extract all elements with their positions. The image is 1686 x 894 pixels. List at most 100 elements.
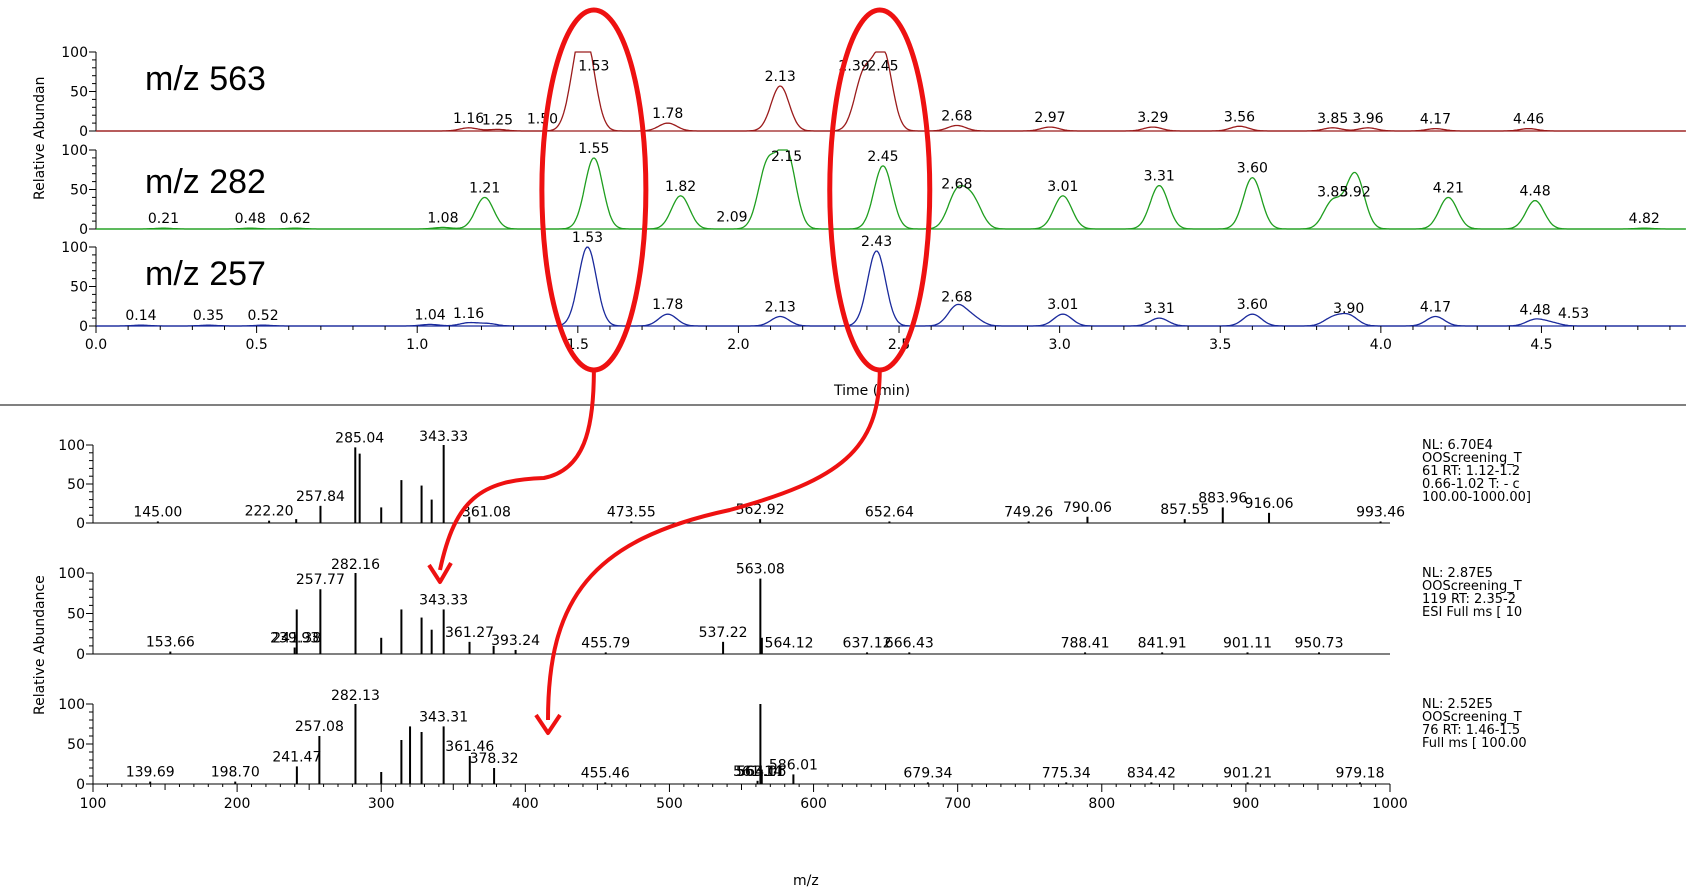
- chromatogram-563-peak-label: 3.96: [1352, 111, 1383, 127]
- ms-1-peak-label: 993.46: [1356, 504, 1405, 520]
- time-axis-tick-label: 2.0: [727, 337, 749, 353]
- ms-3-info-line: Full ms [ 100.00: [1422, 736, 1527, 751]
- ms-2-peak-label: 282.16: [331, 557, 380, 573]
- ms-3-peak-label: 257.08: [295, 719, 344, 735]
- chromatogram-257-ion-label: m/z 257: [145, 255, 266, 293]
- chromatogram-563-peak-label: 3.29: [1137, 110, 1168, 126]
- chromatogram-257-peak-label: 2.68: [941, 289, 972, 305]
- ms-3-peak-label: 241.47: [272, 749, 321, 765]
- ms-1-y-tick-label: 50: [67, 477, 85, 493]
- ms-1-peak-label: 916.06: [1245, 496, 1294, 512]
- ms-2-y-tick-label: 0: [76, 647, 85, 663]
- chromatogram-257-peak-label: 4.53: [1558, 306, 1589, 322]
- chromatogram-257-peak-label: 0.52: [247, 308, 278, 324]
- chromatogram-257-peak-label: 1.53: [572, 230, 603, 246]
- chromatogram-563-peak-label: 1.53: [578, 59, 609, 75]
- ms-1-info-line: OOScreening_T: [1422, 451, 1522, 466]
- chromatogram-282-peak-label: 0.21: [148, 211, 179, 227]
- ms-2-peak-label: 637.12: [843, 635, 892, 651]
- ms-3-peak-label: 775.34: [1042, 765, 1091, 781]
- ms-2-peak-label: 537.22: [699, 625, 748, 641]
- ms-ylabel: Relative Abundance: [32, 575, 48, 715]
- ms-3-peak-label: 378.32: [470, 751, 519, 767]
- ms-3-peak-label: 586.01: [769, 757, 818, 773]
- ms-3-y-tick-label: 50: [67, 737, 85, 753]
- chromatogram-563-peak-label: 2.68: [941, 108, 972, 124]
- ms-1-y-tick-label: 0: [76, 516, 85, 532]
- ms-2-info-line: 119 RT: 2.35-2: [1422, 592, 1516, 607]
- ms-2-peak-label: 841.91: [1138, 635, 1187, 651]
- chromatogram-563-y-tick-label: 100: [61, 45, 88, 61]
- ms-1-peak-label: 222.20: [245, 504, 294, 520]
- ms-1-peak-label: 883.96: [1198, 490, 1247, 506]
- mz-axis: 100 200 300 400 500 600 700 800 900 1000: [80, 784, 1408, 812]
- chromatogram-282-peak-label: 4.21: [1433, 180, 1464, 196]
- ms-2-peak-label: 666.43: [885, 635, 934, 651]
- chromatogram-563-peak-label: 3.56: [1224, 109, 1255, 125]
- time-axis-tick-label: 0.5: [245, 337, 267, 353]
- ms-1-info-line: 61 RT: 1.12-1.2: [1422, 464, 1520, 479]
- chromatogram-563-peak-label: 2.45: [867, 59, 898, 75]
- ms-1-info-line: 100.00-1000.00]: [1422, 490, 1531, 505]
- ms-2-peak-label: 241.38: [272, 631, 321, 647]
- ms-1-info-line: 0.66-1.02 T: - c: [1422, 477, 1520, 492]
- chromatogram-563-peak-label: 4.46: [1513, 112, 1544, 128]
- chromatogram-282-peak-label: 1.21: [469, 180, 500, 196]
- chromatogram-282-peak-label: 0.62: [280, 211, 311, 227]
- chromatogram-563-y-tick-label: 0: [79, 124, 88, 140]
- chromatogram-563-peak-label: 2.97: [1034, 110, 1065, 126]
- ms-3-y-tick-label: 100: [58, 697, 85, 713]
- chromatogram-257-peak-label: 2.13: [765, 300, 796, 316]
- ms-1-peak-label: 257.84: [296, 489, 345, 505]
- chromatogram-563-y-tick-label: 50: [70, 85, 88, 101]
- ms-3-y-tick-label: 0: [76, 777, 85, 793]
- ms-2-peak-label: 343.33: [419, 592, 468, 608]
- ms-1-info-line: NL: 6.70E4: [1422, 438, 1493, 453]
- chromatogram-282-peak-label: 3.60: [1237, 161, 1268, 177]
- ms-1-peak-label: 857.55: [1160, 502, 1209, 518]
- mz-axis-tick-label: 700: [944, 796, 971, 812]
- chromatogram-282: 0 50 100 m/z 282 0.21 0.48 0.62 1.08 1.21 1.55 1.8…: [61, 141, 1686, 238]
- ms-3-peak-label: 198.70: [211, 765, 260, 781]
- mz-axis-tick-label: 600: [800, 796, 827, 812]
- chromatogram-282-trace: [96, 149, 1686, 230]
- chromatogram-282-peak-label: 1.82: [665, 179, 696, 195]
- chromatogram-282-peak-label: 3.01: [1047, 179, 1078, 195]
- chromatogram-563-peak-label: 1.50: [527, 112, 558, 128]
- chromatogram-563-peak-label: 4.17: [1420, 112, 1451, 128]
- ms-3: 0 50 100 139.69 198.70 241.47 257.08 282.13 343.…: [58, 688, 1526, 793]
- chromatogram-282-y-tick-label: 50: [70, 183, 88, 199]
- chromatogram-282-peak-label: 3.92: [1340, 184, 1371, 200]
- chromatogram-257-peak-label: 2.43: [861, 234, 892, 250]
- ms-2-peak-label: 901.11: [1223, 635, 1272, 651]
- ms-2-y-tick-label: 50: [67, 607, 85, 623]
- annotation-layer: [427, 7, 933, 735]
- time-axis-tick-label: 3.0: [1049, 337, 1071, 353]
- chromatogram-563-ion-label: m/z 563: [145, 60, 266, 98]
- ms-2-y-tick-label: 100: [58, 566, 85, 582]
- mz-axis-tick-label: 800: [1088, 796, 1115, 812]
- chromatogram-257-peak-label: 1.78: [652, 297, 683, 313]
- ms-1-peak-label: 343.33: [419, 429, 468, 445]
- chromatogram-257-peak-label: 3.31: [1144, 301, 1175, 317]
- chromatogram-257-y-tick-label: 100: [61, 240, 88, 256]
- chromatogram-282-peak-label: 2.68: [941, 176, 972, 192]
- ms-3-peak-label: 343.31: [419, 709, 468, 725]
- mz-axis-tick-label: 100: [80, 796, 107, 812]
- ms-3-info-line: OOScreening_T: [1422, 710, 1522, 725]
- ms-1-peak-label: 285.04: [335, 430, 384, 446]
- chromatogram-282-peak-label: 0.48: [235, 211, 266, 227]
- ms-3-info-line: NL: 2.52E5: [1422, 697, 1493, 712]
- ms-3-peak-label: 561.14: [733, 764, 782, 780]
- chromatogram-282-peak-label: 3.85: [1317, 184, 1348, 200]
- ms-2-peak-label: 563.08: [736, 562, 785, 578]
- mz-axis-tick-label: 300: [368, 796, 395, 812]
- chromatogram-257-peak-label: 0.35: [193, 308, 224, 324]
- ms-1-peak-label: 749.26: [1004, 504, 1053, 520]
- ms-2-peak-label: 153.66: [146, 635, 195, 651]
- ms-2-peak-label: 393.24: [491, 633, 540, 649]
- mz-axis-tick-label: 900: [1233, 796, 1260, 812]
- ms-3-info-line: 76 RT: 1.46-1.5: [1422, 723, 1520, 738]
